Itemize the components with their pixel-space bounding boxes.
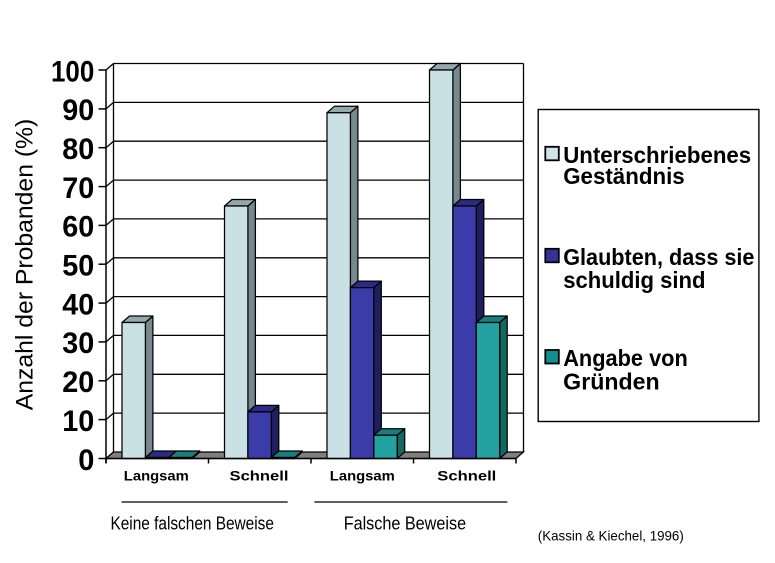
svg-text:(Kassin & Kiechel, 1996): (Kassin & Kiechel, 1996)	[538, 528, 684, 544]
svg-text:100: 100	[51, 55, 94, 88]
svg-text:Gründen: Gründen	[563, 368, 660, 394]
svg-text:Langsam: Langsam	[330, 469, 395, 484]
svg-text:90: 90	[62, 94, 94, 127]
svg-text:Anzahl der Probanden (%): Anzahl der Probanden (%)	[12, 119, 39, 411]
svg-text:Schnell: Schnell	[230, 469, 289, 484]
svg-text:Langsam: Langsam	[124, 469, 189, 484]
svg-text:60: 60	[62, 211, 94, 244]
svg-text:70: 70	[62, 172, 94, 205]
svg-text:20: 20	[62, 366, 94, 399]
svg-text:30: 30	[62, 327, 94, 360]
svg-text:Glaubten, dass sie: Glaubten, dass sie	[563, 244, 754, 270]
svg-text:Angabe von: Angabe von	[563, 345, 688, 371]
svg-text:0: 0	[78, 444, 94, 477]
svg-text:50: 50	[62, 250, 94, 283]
svg-text:Schnell: Schnell	[437, 469, 496, 484]
svg-text:80: 80	[62, 133, 94, 166]
svg-text:Geständnis: Geständnis	[563, 163, 685, 189]
svg-text:Unterschriebenes: Unterschriebenes	[563, 142, 751, 168]
svg-text:Falsche Beweise: Falsche Beweise	[344, 513, 466, 534]
svg-text:40: 40	[62, 288, 94, 321]
svg-text:10: 10	[62, 405, 94, 438]
svg-text:schuldig sind: schuldig sind	[563, 267, 705, 293]
svg-text:Keine falschen Beweise: Keine falschen Beweise	[110, 513, 274, 534]
